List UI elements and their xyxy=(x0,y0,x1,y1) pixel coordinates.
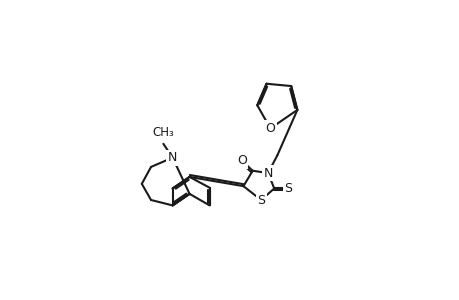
Text: S: S xyxy=(257,194,264,206)
Text: N: N xyxy=(263,167,272,180)
Text: N: N xyxy=(168,151,177,164)
Text: S: S xyxy=(284,182,291,195)
Text: O: O xyxy=(265,122,275,135)
Text: CH₃: CH₃ xyxy=(152,126,174,139)
Text: O: O xyxy=(236,154,246,167)
